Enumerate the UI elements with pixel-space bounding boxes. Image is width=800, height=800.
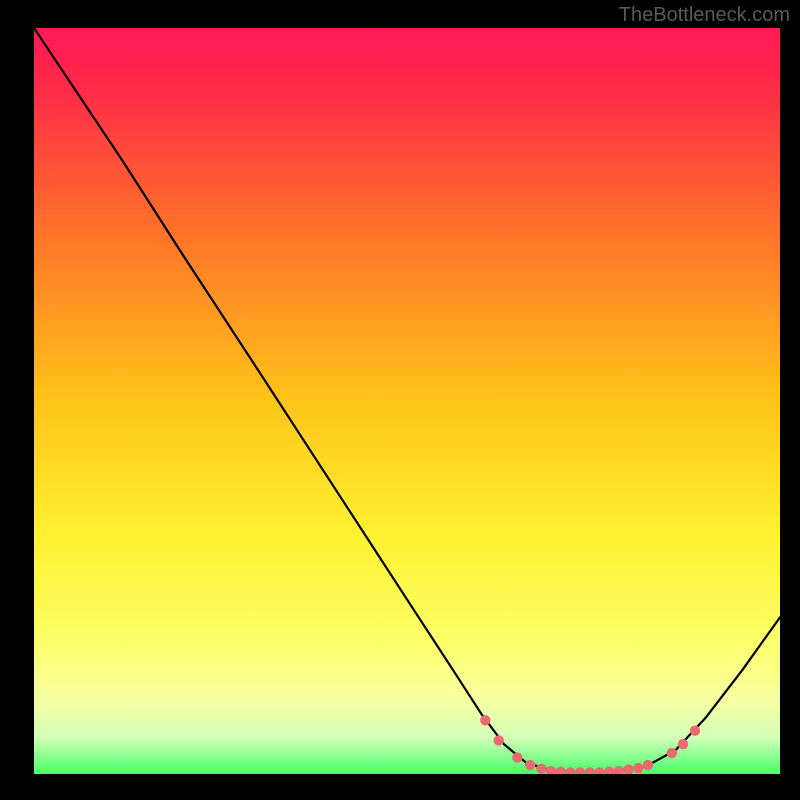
marker-dot — [633, 763, 643, 773]
marker-dot — [494, 735, 504, 745]
marker-dot — [643, 760, 653, 770]
marker-dot — [536, 764, 546, 774]
marker-dot — [525, 760, 535, 770]
gradient-background — [34, 28, 780, 774]
marker-dot — [667, 748, 677, 758]
chart-container: TheBottleneck.com — [0, 0, 800, 800]
plot-area — [34, 28, 780, 774]
marker-dot — [512, 752, 522, 762]
marker-dot — [678, 739, 688, 749]
marker-dot — [480, 715, 490, 725]
marker-dot — [690, 726, 700, 736]
watermark-text: TheBottleneck.com — [619, 4, 790, 27]
chart-svg — [34, 28, 780, 774]
